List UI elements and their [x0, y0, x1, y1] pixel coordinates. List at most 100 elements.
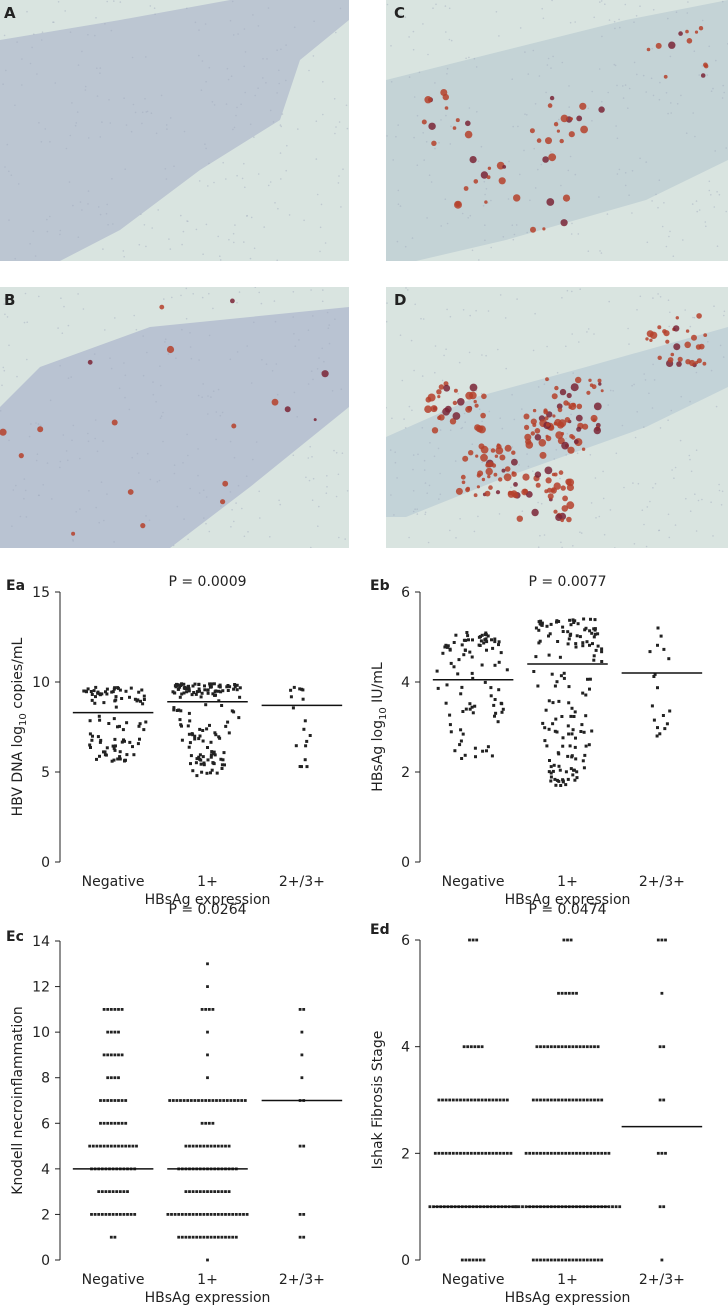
data-point	[109, 1008, 113, 1011]
data-point	[477, 1045, 480, 1049]
data-point	[303, 719, 307, 723]
histology-panel-c	[386, 0, 728, 261]
data-point	[220, 1235, 224, 1239]
data-point	[580, 723, 584, 727]
data-point	[581, 691, 585, 695]
data-point	[118, 750, 122, 754]
data-point	[137, 724, 141, 728]
data-point	[466, 1151, 470, 1155]
data-point	[198, 689, 201, 693]
data-point	[448, 1098, 452, 1102]
data-point	[111, 1213, 115, 1216]
y-axis-label: Knodell necroinflammation	[10, 1006, 26, 1194]
data-point	[460, 1258, 464, 1262]
data-point	[224, 1144, 227, 1148]
data-point	[168, 1099, 172, 1102]
data-point	[537, 620, 541, 624]
data-point	[102, 1121, 106, 1125]
data-point	[116, 757, 120, 761]
x-tick-label: 1+	[197, 1272, 218, 1288]
data-point	[584, 626, 588, 630]
data-point	[593, 627, 597, 631]
data-point	[555, 730, 559, 734]
data-point	[210, 682, 214, 686]
data-point	[477, 1098, 480, 1102]
data-point	[498, 1098, 502, 1102]
data-point	[218, 736, 222, 740]
x-tick-label: Negative	[442, 1272, 505, 1288]
data-point	[123, 739, 126, 743]
data-point	[496, 720, 500, 724]
data-point	[219, 690, 223, 694]
data-point	[589, 1151, 593, 1155]
data-point	[568, 618, 572, 622]
data-point	[549, 1258, 553, 1262]
data-point	[555, 778, 559, 782]
data-point	[188, 1235, 191, 1239]
data-point	[464, 707, 468, 711]
data-point	[600, 1258, 604, 1262]
data-point	[566, 724, 570, 728]
data-point	[120, 740, 124, 744]
data-point	[209, 740, 213, 744]
data-point	[524, 1151, 528, 1155]
data-point	[238, 695, 242, 699]
data-point	[571, 1045, 575, 1049]
y-tick-label: 2	[41, 1207, 50, 1223]
data-point	[117, 1008, 120, 1011]
data-point	[579, 730, 583, 733]
data-point	[448, 723, 452, 727]
data-point	[546, 1258, 550, 1262]
data-point	[118, 755, 122, 759]
data-point	[142, 698, 146, 701]
data-point	[122, 1190, 126, 1193]
data-point	[114, 698, 118, 702]
data-point	[117, 1121, 120, 1125]
data-point	[600, 650, 604, 654]
data-point	[206, 962, 209, 966]
data-point	[498, 1151, 502, 1155]
data-point	[593, 1151, 596, 1155]
data-point	[469, 1045, 473, 1049]
data-point	[97, 714, 101, 718]
data-point	[98, 754, 101, 758]
data-point	[100, 692, 104, 696]
data-point	[206, 1030, 209, 1034]
data-point	[588, 629, 592, 633]
data-point	[528, 1151, 532, 1155]
data-point	[662, 1098, 666, 1102]
data-point	[461, 710, 465, 713]
data-point	[88, 719, 92, 723]
data-point	[238, 686, 242, 690]
data-point	[105, 687, 109, 691]
data-point	[113, 1235, 117, 1239]
data-point	[593, 618, 597, 622]
data-point	[571, 1151, 575, 1155]
data-point	[538, 622, 542, 626]
data-point	[227, 1190, 231, 1193]
data-point	[460, 685, 464, 689]
data-point	[571, 1098, 575, 1102]
data-point	[482, 1258, 486, 1262]
data-point	[588, 677, 592, 681]
data-point	[199, 758, 203, 762]
data-point	[237, 716, 241, 720]
data-point	[468, 1258, 471, 1262]
data-point	[89, 746, 92, 749]
data-point	[236, 1099, 240, 1102]
data-point	[441, 651, 445, 655]
data-point	[593, 1098, 596, 1102]
data-point	[465, 631, 469, 634]
data-point	[584, 714, 588, 718]
data-point	[614, 1205, 618, 1209]
data-point	[300, 1030, 304, 1034]
data-point	[227, 1235, 231, 1239]
data-point	[437, 1151, 441, 1155]
data-point	[115, 1213, 119, 1216]
histology-panel-d	[386, 287, 728, 548]
data-point	[535, 1045, 539, 1049]
data-point	[571, 773, 575, 777]
data-point	[204, 1099, 208, 1102]
data-point	[227, 1144, 231, 1148]
data-point	[497, 688, 501, 692]
